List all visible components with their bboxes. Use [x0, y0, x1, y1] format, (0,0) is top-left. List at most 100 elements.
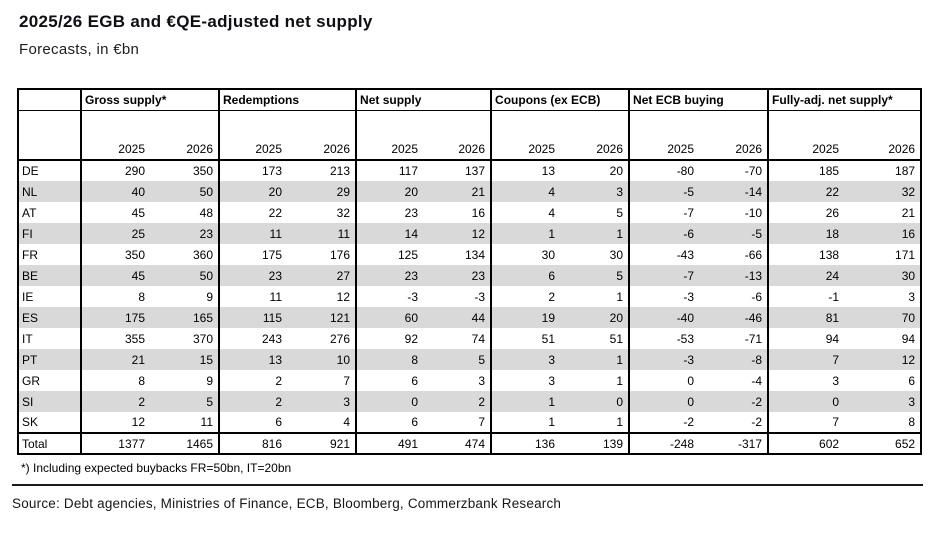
value-cell: 25	[80, 223, 150, 244]
value-cell: -248	[628, 433, 700, 454]
value-cell: 136	[490, 433, 561, 454]
value-cell: -43	[628, 244, 700, 265]
value-cell: -317	[738, 436, 763, 451]
value-cell: -13	[744, 268, 763, 283]
row-label: SI	[22, 394, 34, 409]
value-cell: 2	[478, 394, 486, 409]
value-cell: -53	[628, 328, 700, 349]
value-cell: -14	[744, 184, 763, 199]
value-cell: 1	[490, 223, 561, 244]
value-cell: 18	[767, 223, 845, 244]
year-header: 2025	[80, 110, 150, 161]
value-cell: 74	[471, 331, 486, 346]
table-row: PT 21 15 13 10 8 5 3 1 -3 -8 7 12	[18, 349, 922, 370]
table-footnote: *) Including expected buybacks FR=50bn, …	[21, 461, 292, 475]
row-label: ES	[22, 310, 39, 325]
corner-cell	[18, 89, 81, 111]
column-group-gross-supply: Gross supply*	[79, 89, 220, 111]
value-cell: 20	[218, 181, 288, 202]
value-cell: 23	[218, 265, 288, 286]
value-cell: 81	[767, 307, 845, 328]
value-cell: 32	[901, 184, 916, 199]
value-cell: -70	[744, 164, 763, 178]
value-cell: 3	[343, 394, 351, 409]
value-cell: 4	[490, 181, 561, 202]
value-cell: 14	[355, 223, 424, 244]
table-row: SI 2 5 2 3 0 2 1 0 0 -2 0 3	[18, 391, 922, 412]
value-cell: 165	[192, 310, 214, 325]
value-cell: 8	[80, 286, 150, 307]
year-header: 2025	[218, 110, 288, 161]
table-row: AT 45 48 22 32 23 16 4 5 -7 -10 26 21	[18, 202, 921, 223]
value-cell: 26	[767, 202, 845, 223]
value-cell: 276	[330, 331, 351, 346]
net-supply-table: Gross supply* Redemptions Net supply Cou…	[17, 88, 923, 455]
table-row: SK 12 11 6 4 6 7 1 1 -2 -2 7 8	[18, 412, 921, 433]
value-cell: 6	[490, 265, 561, 286]
value-cell: 5	[206, 394, 214, 409]
table-row: GR 8 9 2 7 6 3 3 1 0 -4 3 6	[18, 370, 921, 391]
value-cell: 11	[218, 286, 288, 307]
value-cell: 5	[616, 268, 624, 283]
value-cell: 3	[616, 184, 624, 199]
value-cell: 40	[80, 181, 150, 202]
value-cell: 70	[901, 310, 916, 325]
year-header: 2025	[355, 110, 424, 161]
value-cell: 2	[490, 286, 561, 307]
value-cell: 94	[901, 331, 916, 346]
value-cell: 11	[200, 415, 214, 429]
value-cell: 3	[908, 394, 916, 409]
value-cell: 12	[471, 226, 486, 241]
value-cell: 29	[336, 184, 351, 199]
value-cell: -4	[751, 373, 763, 388]
value-cell: 0	[355, 391, 424, 412]
value-cell: 4	[490, 202, 561, 223]
column-group-net-ecb-buying: Net ECB buying	[628, 89, 769, 111]
value-cell: 9	[206, 289, 214, 304]
value-cell: -3	[474, 289, 486, 304]
value-cell: 213	[330, 164, 351, 178]
column-group-coupons: Coupons (ex ECB)	[490, 89, 630, 111]
value-cell: -3	[355, 286, 424, 307]
value-cell: 1	[616, 289, 624, 304]
row-label: AT	[22, 205, 37, 220]
value-cell: 50	[199, 268, 214, 283]
value-cell: 2	[80, 391, 150, 412]
value-cell: 1	[616, 352, 624, 367]
value-cell: 11	[218, 223, 288, 244]
value-cell: 9	[206, 373, 214, 388]
value-cell: 3	[478, 373, 486, 388]
table-row: IE 8 9 11 12 -3 -3 2 1 -3 -6 -1 3	[18, 286, 921, 307]
value-cell: 32	[336, 205, 351, 220]
value-cell: -80	[628, 160, 700, 181]
value-cell: 51	[490, 328, 561, 349]
value-cell: 1	[490, 412, 561, 433]
value-cell: -71	[744, 331, 763, 346]
value-cell: 175	[80, 307, 150, 328]
year-header: 2026	[423, 110, 492, 161]
value-cell: 20	[609, 164, 624, 178]
value-cell: 12	[901, 352, 916, 367]
value-cell: 2	[218, 370, 288, 391]
table-body: DE 290 350 173 213 117 137 13 20 -80 -70 185 187 NL 40…	[18, 160, 922, 454]
year-header: 2026	[287, 110, 357, 161]
value-cell: 20	[355, 181, 424, 202]
value-cell: 16	[901, 226, 916, 241]
value-cell: 23	[355, 202, 424, 223]
value-cell: 24	[767, 265, 845, 286]
value-cell: 13	[490, 160, 561, 181]
row-label: FR	[22, 247, 38, 262]
row-label: PT	[22, 352, 38, 367]
value-cell: 1	[490, 391, 561, 412]
year-header: 2026	[844, 110, 922, 161]
value-cell: 3	[490, 370, 561, 391]
value-cell: 30	[609, 247, 624, 262]
value-cell: 350	[80, 244, 150, 265]
table-row: DE 290 350 173 213 117 137 13 20 -80 -70 185 187	[18, 160, 921, 181]
value-cell: -6	[628, 223, 700, 244]
value-cell: 176	[330, 247, 351, 262]
value-cell: -66	[744, 247, 763, 262]
value-cell: 4	[343, 415, 351, 429]
value-cell: 23	[355, 265, 424, 286]
